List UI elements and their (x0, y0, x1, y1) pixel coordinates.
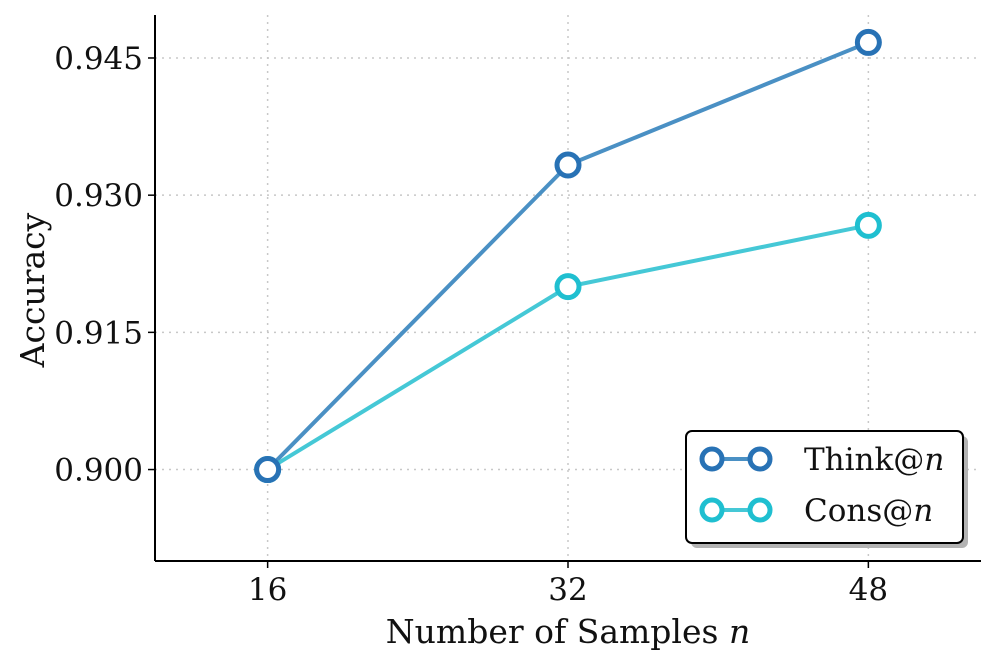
legend-marker-2 (747, 497, 773, 523)
legend-label-1: Think@n (804, 442, 944, 478)
x-axis-title: Number of Samples n (386, 612, 750, 651)
y-axis-title: Accuracy (13, 212, 52, 368)
data-point-2 (554, 273, 582, 301)
x-tick-label: 48 (849, 572, 888, 608)
x-tick-label: 32 (548, 572, 587, 608)
y-tick-label: 0.915 (54, 315, 143, 351)
x-axis-ticks: 16 32 48 (248, 561, 888, 608)
legend-marker-1 (747, 446, 773, 472)
legend-marker-2 (699, 497, 725, 523)
data-point-1 (254, 456, 282, 484)
data-point-2 (854, 211, 882, 239)
data-point-1 (854, 28, 882, 56)
legend-entries: Think@n Cons@n (699, 442, 944, 529)
legend-label-2: Cons@n (804, 493, 933, 529)
legend: Think@n Cons@n (685, 430, 968, 548)
legend-marker-1 (699, 446, 725, 472)
data-point-1 (554, 151, 582, 179)
y-tick-label: 0.945 (54, 41, 143, 77)
y-tick-label: 0.900 (54, 453, 143, 489)
y-axis-ticks: 0.900 0.915 0.930 0.945 (54, 41, 155, 489)
series (254, 28, 882, 484)
x-tick-label: 16 (248, 572, 287, 608)
y-tick-label: 0.930 (54, 178, 143, 214)
